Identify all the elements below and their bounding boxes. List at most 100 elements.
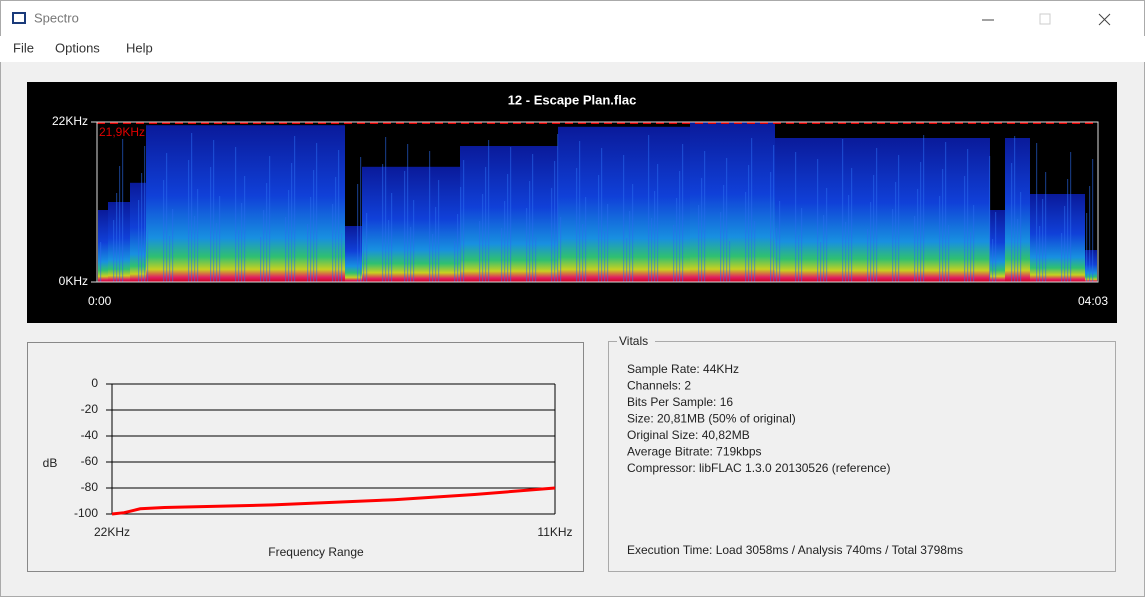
vitals-line: Sample Rate: 44KHz — [627, 362, 739, 376]
spectrogram-segment — [990, 210, 1005, 282]
vitals-group — [608, 341, 1116, 572]
y-tick-label: -60 — [81, 454, 99, 468]
spectrogram-streak — [848, 195, 850, 282]
spectrogram-streak — [485, 167, 487, 282]
spectrogram-streak — [673, 225, 675, 282]
spectrogram-streak — [1061, 233, 1063, 282]
spectrogram-streak — [895, 182, 897, 282]
app-icon — [12, 12, 26, 24]
spectrogram-streak — [654, 191, 656, 282]
spectrogram-streak — [923, 135, 925, 282]
spectrogram-streak — [754, 221, 756, 282]
spectrogram-streak — [648, 135, 650, 282]
spectrogram-streak — [285, 217, 287, 282]
time-label: 0:00 — [88, 294, 112, 308]
spectrogram-streak — [363, 240, 365, 282]
spectrogram-segment — [1030, 194, 1085, 282]
spectrogram-streak — [138, 200, 140, 282]
spectrogram-streak — [701, 178, 703, 282]
spectrogram-streak — [382, 164, 384, 282]
execution-time: Execution Time: Load 3058ms / Analysis 7… — [627, 543, 963, 557]
spectrogram-streak — [560, 217, 562, 282]
spectrogram-streak — [385, 137, 387, 282]
spectrogram-streak — [626, 238, 628, 282]
y-tick-label: -40 — [81, 428, 99, 442]
vitals-legend-bg — [617, 334, 655, 348]
vitals-title: Vitals — [619, 334, 648, 348]
spectrogram-streak — [1042, 199, 1044, 282]
spectrogram-streak — [992, 239, 994, 282]
spectrogram-streak — [704, 151, 706, 282]
spectrogram-streak — [269, 156, 271, 282]
spectrogram-streak — [288, 190, 290, 282]
spectrogram-streak — [210, 167, 212, 282]
spectrogram-streak — [867, 229, 869, 282]
spectrogram-streak — [870, 202, 872, 282]
spectrogram-streak — [291, 163, 293, 282]
spectrogram-streak — [504, 201, 506, 282]
spectrogram-streak — [770, 172, 772, 282]
spectrogram-streak — [313, 170, 315, 282]
spectrogram-streak — [454, 241, 456, 282]
spectrogram-streak — [169, 236, 171, 282]
spectrogram-streak — [391, 193, 393, 282]
window-title: Spectro — [34, 10, 79, 25]
y-tick-label: -20 — [81, 402, 99, 416]
spectrogram-streak — [942, 169, 944, 282]
spectrogram-streak — [551, 188, 553, 282]
spectrogram-segment — [98, 210, 108, 282]
spectrogram-streak — [557, 134, 559, 282]
x-tick-label: 22KHz — [94, 525, 130, 539]
vitals-line: Channels: 2 — [627, 379, 691, 393]
spectrogram-streak — [1086, 213, 1088, 282]
vitals-line: Compressor: libFLAC 1.3.0 20130526 (refe… — [627, 461, 890, 475]
spectrogram-streak — [1064, 206, 1066, 282]
spectrogram-streak — [332, 204, 334, 282]
spectrogram-streak — [307, 224, 309, 282]
menu-item[interactable]: Help — [126, 40, 153, 55]
spectrogram-streak — [817, 159, 819, 282]
spectrogram-streak — [119, 166, 121, 282]
spectrogram-segment — [460, 146, 558, 282]
x-axis-label: Frequency Range — [268, 545, 364, 559]
spectrogram-streak — [122, 139, 124, 282]
spectrogram-streak — [463, 160, 465, 282]
spectrogram-streak — [723, 185, 725, 282]
spectrogram-streak — [967, 149, 969, 282]
spectrogram-streak — [141, 173, 143, 282]
spectrogram-segment — [146, 125, 345, 282]
spectrogram-streak — [698, 205, 700, 282]
spectrogram-streak — [970, 232, 972, 282]
maximize-button[interactable] — [1039, 13, 1051, 25]
spectrogram-streak — [682, 144, 684, 282]
spectrogram-streak — [623, 155, 625, 282]
spectrogram-streak — [438, 180, 440, 282]
spectrogram-streak — [964, 176, 966, 282]
spectrogram-streak — [576, 168, 578, 282]
spectrogram-streak — [310, 197, 312, 282]
y-tick-label: 0 — [91, 376, 98, 390]
spectrogram-image — [98, 122, 1097, 282]
chart-group — [27, 342, 584, 572]
menu-item[interactable]: Options — [55, 40, 100, 55]
vitals-list: Sample Rate: 44KHz Channels: 2 Bits Per Sa… — [627, 362, 890, 475]
spectrogram-streak — [729, 241, 731, 282]
x-tick-label: 11KHz — [537, 525, 572, 539]
spectrogram-streak — [188, 160, 190, 282]
spectrogram-streak — [826, 188, 828, 282]
spectrogram-streak — [876, 148, 878, 282]
menu-item[interactable]: File — [13, 40, 34, 55]
spectrogram-segment — [690, 122, 775, 282]
time-label: 04:03 — [1078, 294, 1108, 308]
spectrogram-streak — [357, 184, 359, 282]
vitals-line: Average Bitrate: 719kbps — [627, 445, 762, 459]
close-button[interactable] — [1098, 13, 1111, 26]
spectrogram-streak — [917, 189, 919, 282]
spectrogram-streak — [751, 138, 753, 282]
spectrogram-streak — [172, 209, 174, 282]
spectrogram-streak — [898, 155, 900, 282]
vitals-line: Bits Per Sample: 16 — [627, 395, 733, 409]
spectrogram-streak — [488, 140, 490, 282]
spectrogram-streak — [773, 145, 775, 282]
